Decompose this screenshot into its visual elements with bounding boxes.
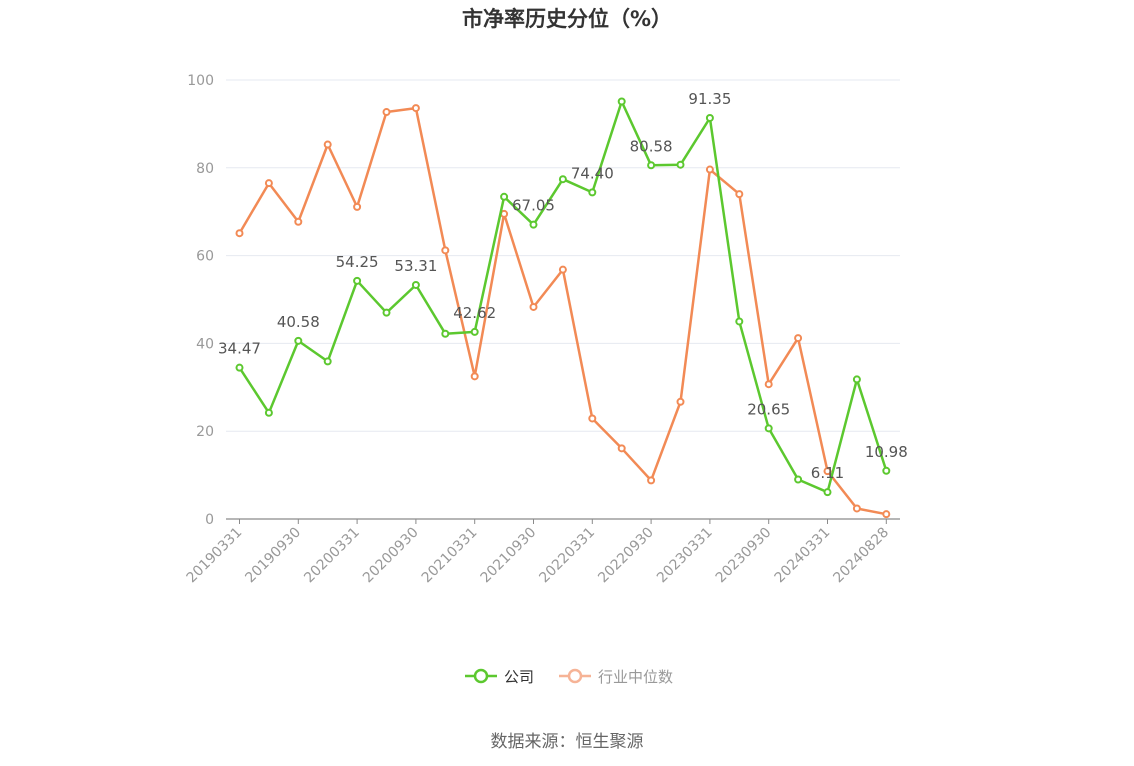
- legend[interactable]: 公司 行业中位数: [465, 668, 673, 686]
- data-point[interactable]: [852, 375, 861, 384]
- data-label: 53.31: [394, 257, 437, 275]
- x-tick-label: 20190331: [184, 525, 246, 587]
- y-tick-label: 60: [196, 249, 214, 265]
- data-label: 10.98: [865, 443, 908, 461]
- data-point[interactable]: [235, 363, 244, 372]
- series-industry-median: [235, 104, 891, 519]
- data-point[interactable]: [294, 336, 303, 345]
- data-label: 67.05: [512, 197, 555, 215]
- data-point[interactable]: [764, 424, 773, 433]
- data-point[interactable]: [500, 192, 509, 201]
- legend-marker-icon: [473, 668, 489, 684]
- series-line: [238, 106, 887, 516]
- legend-marker-icon: [567, 668, 583, 684]
- data-point[interactable]: [617, 444, 626, 453]
- data-point[interactable]: [676, 397, 685, 406]
- chart-title: 市净率历史分位（%）: [462, 7, 672, 31]
- x-tick-label: 20200930: [360, 525, 422, 587]
- data-point[interactable]: [705, 165, 714, 174]
- data-point[interactable]: [470, 372, 479, 381]
- y-axis: 0 20 40 60 80 100: [187, 73, 214, 528]
- data-point[interactable]: [411, 280, 420, 289]
- x-tick-label: 20200331: [301, 525, 363, 587]
- data-point[interactable]: [470, 327, 479, 336]
- legend-item-industry-median[interactable]: 行业中位数: [559, 668, 673, 686]
- data-point[interactable]: [294, 217, 303, 226]
- y-tick-label: 40: [196, 336, 214, 352]
- data-point[interactable]: [647, 161, 656, 170]
- data-point[interactable]: [323, 140, 332, 149]
- data-point[interactable]: [882, 466, 891, 475]
- x-axis: 2019033120190930202003312020093020210331…: [184, 518, 900, 587]
- data-point[interactable]: [588, 188, 597, 197]
- data-point[interactable]: [735, 317, 744, 326]
- x-tick-label: 20210331: [419, 525, 481, 587]
- data-point[interactable]: [823, 488, 832, 497]
- data-point[interactable]: [647, 476, 656, 485]
- x-tick-label: 20210930: [478, 525, 540, 587]
- data-point[interactable]: [794, 475, 803, 484]
- data-point[interactable]: [411, 104, 420, 113]
- x-tick-label: 20230331: [654, 525, 716, 587]
- data-point[interactable]: [558, 265, 567, 274]
- data-label: 40.58: [277, 313, 320, 331]
- data-point[interactable]: [323, 357, 332, 366]
- data-point[interactable]: [382, 108, 391, 117]
- series-area: [235, 97, 891, 519]
- legend-item-company[interactable]: 公司: [465, 668, 534, 686]
- data-point[interactable]: [353, 276, 362, 285]
- x-tick-label: 20230930: [713, 525, 775, 587]
- x-tick-label: 20220930: [595, 525, 657, 587]
- x-tick-label: 20190930: [242, 525, 304, 587]
- data-label: 6.11: [811, 464, 844, 482]
- series-line: [238, 100, 888, 494]
- data-label: 91.35: [688, 90, 731, 108]
- series-company: [235, 97, 891, 497]
- data-labels: 34.47 40.58 54.25 53.31 42.62 67.05 74.40 80.58…: [218, 90, 908, 482]
- data-point[interactable]: [588, 414, 597, 423]
- x-tick-label: 20240331: [772, 525, 834, 587]
- data-point[interactable]: [529, 302, 538, 311]
- legend-label: 公司: [504, 668, 534, 686]
- data-point[interactable]: [823, 467, 832, 476]
- y-tick-label: 80: [196, 161, 214, 177]
- y-tick-label: 100: [187, 73, 214, 89]
- data-point[interactable]: [882, 510, 891, 519]
- data-point[interactable]: [617, 97, 626, 106]
- data-point[interactable]: [235, 229, 244, 238]
- legend-label: 行业中位数: [598, 668, 673, 686]
- grid: [226, 79, 900, 432]
- data-point[interactable]: [264, 179, 273, 188]
- data-point[interactable]: [264, 408, 273, 417]
- data-point[interactable]: [852, 504, 861, 513]
- data-label: 20.65: [747, 400, 790, 418]
- data-point[interactable]: [735, 190, 744, 199]
- data-point[interactable]: [441, 329, 450, 338]
- y-tick-label: 0: [205, 512, 214, 528]
- data-point[interactable]: [353, 202, 362, 211]
- data-label: 34.47: [218, 340, 261, 358]
- x-tick-label: 20240828: [830, 525, 892, 587]
- y-tick-label: 20: [196, 424, 214, 440]
- data-label: 74.40: [571, 164, 614, 182]
- data-point[interactable]: [705, 113, 714, 122]
- data-point[interactable]: [676, 160, 685, 169]
- data-point[interactable]: [529, 220, 538, 229]
- data-label: 54.25: [336, 253, 379, 271]
- data-point[interactable]: [558, 175, 567, 184]
- x-tick-label: 20220331: [536, 525, 598, 587]
- data-point[interactable]: [382, 308, 391, 317]
- source-text: 数据来源：恒生聚源: [491, 732, 644, 752]
- data-point[interactable]: [764, 380, 773, 389]
- data-point[interactable]: [441, 246, 450, 255]
- data-label: 80.58: [630, 137, 673, 155]
- data-point[interactable]: [794, 334, 803, 343]
- data-label: 42.62: [453, 304, 496, 322]
